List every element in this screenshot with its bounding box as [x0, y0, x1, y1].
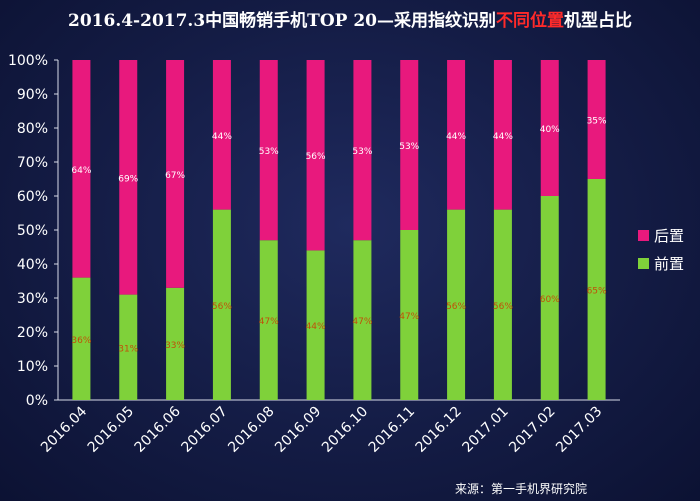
data-label-back: 53% [352, 147, 372, 157]
bar-segment-back [540, 60, 559, 196]
bar-segment-front [166, 287, 185, 400]
y-tick-label: 30% [17, 291, 48, 307]
x-tick-label: 2017.02 [506, 404, 558, 456]
bar-segment-back [166, 60, 185, 288]
y-tick-label: 40% [17, 257, 48, 273]
bar-segment-front [259, 240, 278, 400]
data-label-back: 53% [259, 147, 279, 157]
bar-segment-back [587, 60, 606, 179]
bar-segment-front [493, 209, 512, 400]
chart-title: 2016.4-2017.3中国畅销手机TOP 20—采用指纹识别不同位置机型占比 [0, 6, 700, 31]
data-label-back: 67% [165, 171, 185, 181]
data-label-front: 47% [399, 312, 419, 322]
y-tick-label: 0% [26, 393, 48, 409]
legend-swatch [638, 230, 649, 241]
y-tick-label: 100% [8, 53, 48, 69]
chart-title-part-1: 2016.4-2017.3中国畅销手机TOP 20—采用指纹识别 [68, 11, 496, 31]
data-label-front: 56% [446, 302, 466, 312]
x-tick-label: 2016.07 [178, 404, 230, 456]
bar-segment-front [212, 209, 231, 400]
bar-segment-front [72, 277, 91, 400]
data-label-back: 40% [540, 125, 560, 135]
x-tick-label: 2016.11 [366, 404, 418, 456]
legend-label: 前置 [654, 255, 684, 273]
bar-segment-back [493, 60, 512, 210]
data-label-back: 56% [306, 152, 326, 162]
x-tick-label: 2016.08 [225, 404, 277, 456]
y-tick-label: 70% [17, 155, 48, 171]
bar-segment-back [212, 60, 231, 210]
data-label-front: 31% [118, 344, 138, 354]
data-label-back: 53% [399, 142, 419, 152]
bar-segment-front [587, 179, 606, 400]
chart-title-highlight: 不同位置 [496, 11, 564, 31]
bar-segment-front [119, 294, 138, 400]
bar-segment-front [540, 196, 559, 400]
data-label-front: 56% [493, 302, 513, 312]
y-tick-label: 90% [17, 87, 48, 103]
y-tick-label: 50% [17, 223, 48, 239]
bar-segment-back [353, 60, 372, 241]
legend-label: 后置 [654, 227, 684, 245]
bar-segment-back [447, 60, 466, 210]
bar-segment-front [400, 230, 419, 400]
data-label-back: 69% [118, 174, 138, 184]
bar-segment-front [353, 240, 372, 400]
bar-segment-front [306, 250, 325, 400]
x-tick-label: 2016.06 [132, 403, 184, 455]
y-tick-label: 10% [17, 359, 48, 375]
bar-segment-back [119, 60, 138, 295]
x-tick-label: 2016.12 [413, 404, 465, 456]
data-label-back: 44% [493, 132, 513, 142]
data-label-front: 65% [587, 287, 607, 297]
data-label-back: 35% [587, 117, 607, 127]
source-note: 来源：第一手机界研究院 [455, 482, 588, 496]
x-tick-label: 2017.01 [459, 404, 511, 456]
data-label-front: 36% [71, 336, 91, 346]
data-label-front: 47% [352, 317, 372, 327]
x-tick-label: 2017.03 [553, 404, 605, 456]
data-label-front: 33% [165, 341, 185, 351]
y-tick-label: 60% [17, 189, 48, 205]
x-tick-label: 2016.10 [319, 404, 371, 456]
data-label-front: 47% [259, 317, 279, 327]
data-label-back: 64% [71, 166, 91, 176]
bar-segment-back [72, 60, 91, 278]
data-label-front: 60% [540, 295, 560, 305]
y-tick-label: 20% [17, 325, 48, 341]
chart-title-part-3: 机型占比 [564, 11, 632, 31]
data-label-back: 44% [446, 132, 466, 142]
legend-swatch [638, 258, 649, 269]
bar-segment-back [259, 60, 278, 241]
bar-segment-front [447, 209, 466, 400]
x-tick-label: 2016.05 [85, 404, 137, 456]
data-label-back: 44% [212, 132, 232, 142]
x-tick-label: 2016.04 [38, 403, 90, 455]
x-tick-label: 2016.09 [272, 404, 324, 456]
bar-segment-back [400, 60, 419, 230]
bar-segment-back [306, 60, 325, 251]
data-label-front: 56% [212, 302, 232, 312]
data-label-front: 44% [306, 322, 326, 332]
y-tick-label: 80% [17, 121, 48, 137]
